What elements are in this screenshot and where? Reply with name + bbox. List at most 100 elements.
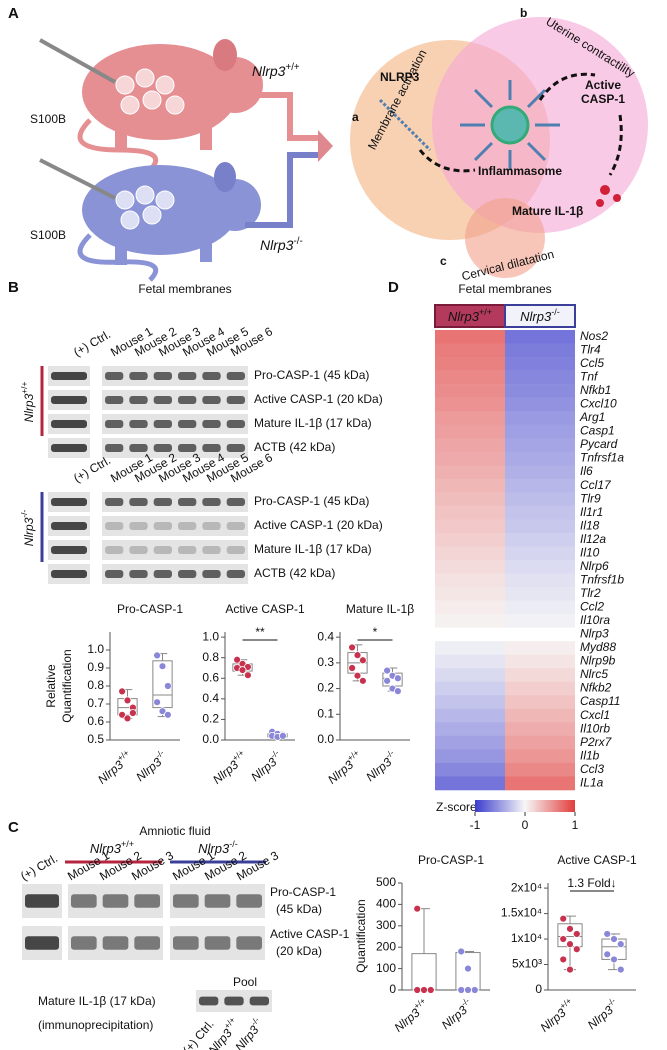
band (226, 444, 245, 452)
ctrl-label: (+) Ctrl. (71, 327, 113, 359)
heat-cell (505, 370, 575, 385)
heat-cell (505, 587, 575, 601)
band (178, 372, 197, 380)
band (178, 444, 197, 452)
heat-cell (435, 776, 505, 791)
heat-cell (505, 776, 575, 791)
band (105, 372, 124, 380)
data-point (118, 710, 127, 719)
heat-cell (435, 546, 505, 561)
blot-bg (102, 516, 248, 536)
band (153, 396, 172, 404)
heat-cell (435, 722, 505, 737)
label: Pro-CASP-1 (418, 853, 484, 867)
label: Tlr2 (580, 586, 601, 600)
label: Il1r1 (580, 505, 603, 519)
band (178, 420, 197, 428)
y-tick-label: 0.6 (87, 714, 104, 728)
y-tick-label: 1x10⁴ (511, 931, 542, 945)
genotype-label: Nlrp3+/+ (323, 748, 365, 787)
blot (102, 564, 248, 584)
data-point (153, 698, 162, 707)
data-point (358, 676, 367, 685)
arrow (538, 72, 596, 101)
band (105, 522, 124, 530)
band (25, 894, 59, 908)
blot-bg (102, 540, 248, 560)
data-point (118, 687, 127, 696)
gene-name: Nlrp3 (198, 841, 230, 856)
heat-cell (435, 735, 505, 750)
box (411, 953, 437, 991)
heat-cell (505, 762, 575, 777)
blot (48, 492, 90, 512)
data-point (353, 671, 362, 680)
label: Quantification (354, 899, 368, 972)
heat-cell (505, 695, 575, 710)
heat-cell (505, 519, 575, 534)
data-point (383, 666, 392, 675)
heat-cell (505, 411, 575, 426)
y-tick-label: 0.2 (317, 681, 334, 695)
band (178, 396, 197, 404)
gene-name: Nlrp3 (260, 237, 294, 253)
band (226, 546, 245, 554)
data-point (610, 935, 618, 943)
heat-cell (505, 451, 575, 466)
blot (102, 516, 248, 536)
circle-letter: a (352, 110, 359, 124)
label: Nlrp3 (580, 627, 609, 641)
heat-cell (505, 465, 575, 480)
genotype-label: Nlrp3+/+ (90, 839, 134, 856)
data-point (123, 714, 132, 723)
heat-cell (505, 681, 575, 696)
band (202, 498, 221, 506)
label: Ccl2 (580, 600, 604, 614)
heat-cell (435, 519, 505, 534)
blot-bg (102, 414, 248, 434)
band (129, 546, 148, 554)
heat-cell (505, 668, 575, 683)
gene-name: Nlrp3 (448, 309, 480, 324)
band (202, 396, 221, 404)
data-point (348, 664, 357, 672)
data-point (470, 986, 479, 994)
y-tick-label: 0.9 (87, 660, 104, 674)
label: ACTB (42 kDa) (254, 440, 335, 454)
data-point (393, 674, 402, 683)
data-point (243, 671, 252, 680)
label: Active CASP-1 (270, 927, 350, 941)
data-point (413, 904, 422, 913)
blot (102, 414, 248, 434)
heat-cell (505, 546, 575, 561)
label: Tlr4 (580, 342, 601, 356)
gene-name: Nlrp3 (22, 393, 36, 422)
genotype-label: Nlrp3+/+ (93, 748, 135, 787)
genotype-sup: +/+ (285, 62, 299, 73)
label: Tnfrsf1b (580, 572, 624, 586)
y-tick-label: 200 (376, 939, 396, 953)
heat-cell (435, 668, 505, 683)
band (202, 522, 221, 530)
band (102, 936, 129, 950)
blot (48, 438, 90, 458)
label: Pool (233, 975, 257, 989)
genotype-sup: +/+ (479, 307, 492, 317)
label: Il18 (580, 518, 600, 532)
label: Ccl5 (580, 356, 604, 370)
data-point (393, 687, 402, 696)
heat-cell (505, 749, 575, 764)
blot-bg (102, 366, 248, 386)
genotype-sup: -/- (551, 307, 560, 317)
genotype-label: Nlrp3-/- (260, 236, 303, 253)
heat-cell (435, 573, 505, 588)
label: Mature IL-1β (346, 602, 414, 616)
y-tick-label: 0 (389, 982, 396, 996)
band (51, 420, 87, 428)
genotype-label: Nlrp3-/- (583, 996, 622, 1033)
heat-cell (505, 424, 575, 439)
band (173, 936, 199, 950)
heat-cell (435, 587, 505, 601)
label: Amniotic fluid (139, 824, 210, 838)
label: Nfkb2 (580, 681, 612, 695)
